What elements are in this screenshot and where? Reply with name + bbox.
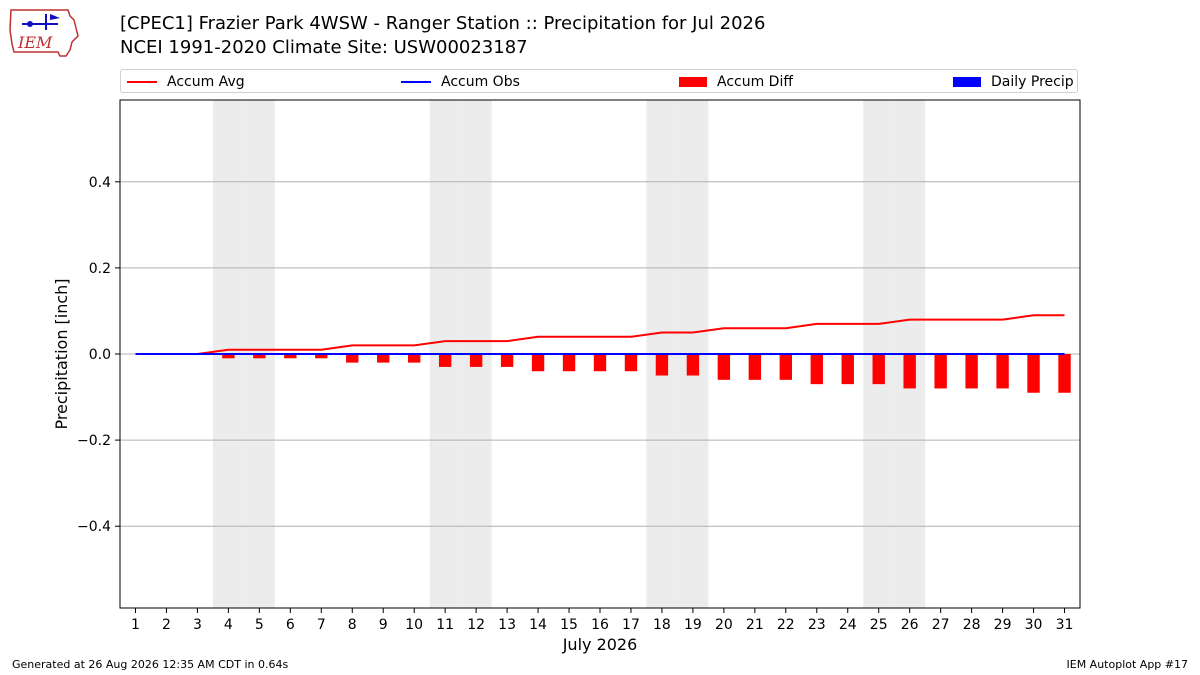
x-tick-label: 28 (963, 617, 981, 633)
diff-bar (748, 354, 762, 380)
x-tick-label: 8 (348, 617, 357, 633)
legend-label-daily-precip: Daily Precip (991, 74, 1074, 90)
x-tick-label: 15 (560, 617, 578, 633)
legend-label-accum-diff: Accum Diff (717, 74, 794, 90)
x-tick-label: 18 (653, 617, 671, 633)
x-tick-label: 6 (286, 617, 295, 633)
legend-item-accum-diff: Accum Diff (679, 72, 793, 92)
x-tick-label: 17 (622, 617, 640, 633)
diff-bar (655, 354, 669, 376)
app-note: IEM Autoplot App #17 (1066, 658, 1189, 671)
title-line-2: NCEI 1991-2020 Climate Site: USW00023187 (120, 37, 528, 58)
accum-avg-line (135, 314, 1065, 355)
logo-text: IEM (17, 33, 53, 52)
diff-bar (377, 354, 390, 363)
diff-bar (872, 354, 885, 385)
y-tick-label: 0.4 (89, 175, 111, 191)
x-axis-label: July 2026 (562, 635, 638, 654)
chart-title: [CPEC1] Frazier Park 4WSW - Ranger Stati… (120, 12, 765, 60)
legend-swatch-accum-obs (401, 81, 431, 83)
diff-bar (315, 354, 328, 359)
legend-item-daily-precip: Daily Precip (953, 72, 1074, 92)
x-tick-label: 26 (901, 617, 919, 633)
title-line-1: [CPEC1] Frazier Park 4WSW - Ranger Stati… (120, 13, 766, 34)
legend: Accum Avg Accum Obs Accum Diff Daily Pre… (120, 69, 1078, 93)
x-tick-label: 3 (193, 617, 202, 633)
diff-bar (1058, 354, 1071, 393)
y-tick-label: −0.2 (77, 433, 111, 449)
x-tick-label: 23 (808, 617, 826, 633)
x-tick-label: 5 (255, 617, 264, 633)
diff-bar (531, 354, 545, 372)
diff-bar (934, 354, 947, 389)
x-tick-label: 22 (777, 617, 795, 633)
legend-item-accum-avg: Accum Avg (127, 72, 245, 92)
diff-bar (996, 354, 1009, 389)
y-tick-label: 0.2 (89, 261, 111, 277)
diff-bar (562, 354, 576, 372)
x-tick-label: 4 (224, 617, 233, 633)
x-tick-label: 21 (746, 617, 764, 633)
diff-bar (438, 354, 452, 367)
legend-label-accum-avg: Accum Avg (167, 74, 245, 90)
diff-bar (779, 354, 792, 380)
legend-item-accum-obs: Accum Obs (401, 72, 520, 92)
diff-bar (284, 354, 297, 359)
y-tick-label: 0.0 (89, 347, 111, 363)
diff-bar (408, 354, 421, 363)
diff-bar (500, 354, 514, 367)
diff-bar (1027, 354, 1040, 393)
diff-bar (253, 354, 266, 359)
x-tick-label: 2 (162, 617, 171, 633)
y-axis-label: Precipitation [inch] (52, 278, 71, 429)
legend-label-accum-obs: Accum Obs (441, 74, 520, 90)
x-tick-label: 10 (405, 617, 423, 633)
x-tick-label: 20 (715, 617, 733, 633)
x-tick-label: 29 (994, 617, 1012, 633)
diff-bar (717, 354, 731, 380)
generated-note: Generated at 26 Aug 2026 12:35 AM CDT in… (12, 658, 289, 671)
legend-swatch-accum-diff (679, 77, 707, 87)
x-tick-label: 9 (379, 617, 388, 633)
x-tick-label: 27 (932, 617, 950, 633)
x-tick-label: 25 (870, 617, 888, 633)
diff-bar (346, 354, 359, 363)
diff-bar (810, 354, 823, 385)
x-tick-label: 1 (131, 617, 140, 633)
y-tick-label: −0.4 (77, 519, 111, 535)
iem-logo: IEM (9, 9, 79, 57)
diff-bar (841, 354, 854, 385)
diff-bar (903, 354, 916, 389)
legend-swatch-accum-avg (127, 81, 157, 83)
diff-bar (624, 354, 638, 372)
x-tick-label: 31 (1056, 617, 1074, 633)
x-tick-label: 16 (591, 617, 609, 633)
x-tick-label: 24 (839, 617, 857, 633)
x-tick-label: 19 (684, 617, 702, 633)
x-tick-label: 13 (498, 617, 516, 633)
diff-bar (686, 354, 700, 376)
diff-bar (593, 354, 607, 372)
x-tick-label: 7 (317, 617, 326, 633)
x-tick-label: 30 (1025, 617, 1043, 633)
x-tick-label: 12 (467, 617, 485, 633)
diff-bar (965, 354, 978, 389)
x-tick-label: 14 (529, 617, 547, 633)
legend-swatch-daily-precip (953, 77, 981, 87)
diff-bar (469, 354, 483, 367)
x-tick-label: 11 (436, 617, 454, 633)
diff-bar (222, 354, 235, 359)
